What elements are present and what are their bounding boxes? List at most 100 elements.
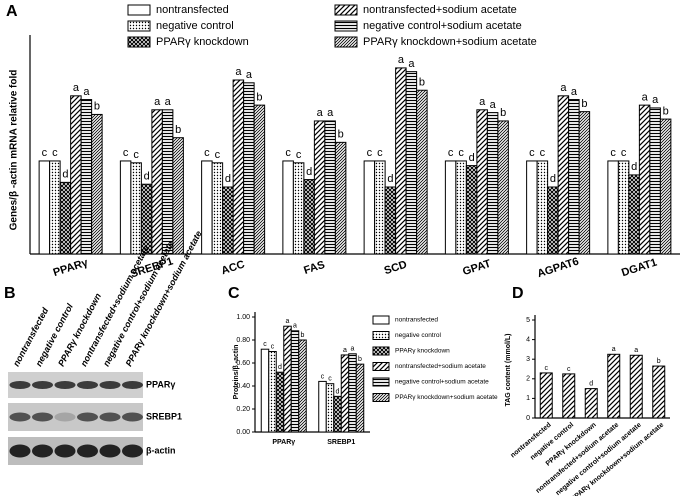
bar xyxy=(405,71,418,255)
bar xyxy=(557,95,570,255)
bar xyxy=(91,113,103,255)
bar xyxy=(486,112,499,255)
x-tick-label: AGPAT6 xyxy=(536,256,581,281)
significance-letter: b xyxy=(256,91,262,103)
significance-letter: c xyxy=(215,149,221,161)
significance-letter: b xyxy=(301,332,305,339)
significance-letter: c xyxy=(448,147,454,159)
bar xyxy=(275,371,285,433)
significance-letter: c xyxy=(42,147,48,159)
significance-letter: a xyxy=(154,96,161,108)
blot-band xyxy=(32,381,53,389)
bar xyxy=(584,388,598,419)
bar xyxy=(374,160,386,255)
blot-band xyxy=(77,412,98,422)
x-tick-label: SCD xyxy=(383,259,409,278)
significance-letter: c xyxy=(204,147,210,159)
bar xyxy=(151,109,163,255)
significance-letter: d xyxy=(225,173,231,185)
significance-letter: d xyxy=(278,364,282,371)
bar xyxy=(578,111,591,255)
legend-swatch xyxy=(372,331,390,340)
y-tick-label: 0.20 xyxy=(236,406,250,413)
y-tick-label: 0 xyxy=(526,415,530,422)
significance-letter: d xyxy=(306,166,312,178)
blot-band xyxy=(77,444,98,458)
significance-letter: c xyxy=(133,149,139,161)
significance-letter: c xyxy=(621,147,627,159)
legend-label: nontransfected+sodium acetate xyxy=(395,363,486,370)
panel-label: B xyxy=(4,285,16,302)
significance-letter: a xyxy=(83,86,90,98)
y-tick-label: 0.00 xyxy=(236,429,250,436)
y-tick-label: 5 xyxy=(526,317,530,324)
y-tick-label: 1 xyxy=(526,395,530,402)
x-tick-label: FAS xyxy=(302,259,326,277)
bar xyxy=(659,118,672,255)
bar xyxy=(119,160,132,255)
significance-letter: a xyxy=(317,107,324,119)
significance-letter: a xyxy=(642,91,649,103)
significance-letter: c xyxy=(285,147,291,159)
significance-letter: b xyxy=(657,358,661,365)
bar xyxy=(547,186,559,255)
bar xyxy=(568,99,580,255)
significance-letter: a xyxy=(343,347,347,354)
legend-swatch xyxy=(372,346,390,356)
blot-band xyxy=(32,412,53,422)
blot-band xyxy=(54,412,76,422)
blot-band xyxy=(122,381,143,389)
significance-letter: c xyxy=(328,376,332,383)
significance-letter: d xyxy=(631,161,637,173)
significance-letter: c xyxy=(367,147,373,159)
significance-letter: c xyxy=(123,147,129,159)
legend-swatch xyxy=(127,4,151,16)
blot-band xyxy=(9,381,31,389)
significance-letter: a xyxy=(235,66,242,78)
significance-letter: c xyxy=(271,343,275,350)
bar xyxy=(140,183,153,255)
bar xyxy=(363,160,376,255)
y-axis-label: TAG content (mmol/L) xyxy=(505,334,512,407)
y-axis-label: Genes/β -actin mRNA relative fold xyxy=(9,70,20,231)
legend-swatch xyxy=(127,36,151,48)
legend-label: PPARγ knockdown xyxy=(395,348,450,355)
y-tick-label: 0.40 xyxy=(236,383,250,390)
significance-letter: a xyxy=(490,99,497,111)
x-tick-label: SREBP1 xyxy=(327,439,355,446)
bar xyxy=(80,99,93,255)
significance-letter: a xyxy=(652,94,659,106)
bar xyxy=(649,107,661,255)
blot-band xyxy=(99,381,121,389)
significance-letter: a xyxy=(286,318,290,325)
significance-letter: d xyxy=(62,169,68,181)
x-tick-label: PPARγ xyxy=(272,439,295,446)
significance-letter: a xyxy=(165,96,172,108)
bar xyxy=(334,141,347,255)
significance-letter: a xyxy=(73,82,80,94)
bar xyxy=(282,160,294,255)
bar xyxy=(539,372,553,419)
bar xyxy=(313,120,326,255)
bar xyxy=(38,160,51,255)
bar xyxy=(232,79,245,255)
x-tick-label: ACC xyxy=(220,259,246,278)
blot-band xyxy=(54,381,76,389)
bar xyxy=(607,353,621,419)
bar xyxy=(562,373,576,419)
x-tick-label: GPAT xyxy=(461,258,492,278)
bar xyxy=(130,162,142,255)
blot-band xyxy=(32,444,53,458)
blot-band xyxy=(9,412,31,422)
significance-letter: d xyxy=(387,173,393,185)
bar xyxy=(172,137,184,255)
bar xyxy=(268,351,277,433)
blot-band xyxy=(9,444,31,458)
bar xyxy=(348,353,357,433)
bar xyxy=(444,160,457,255)
bar xyxy=(384,186,397,255)
significance-letter: a xyxy=(571,86,578,98)
legend-label: PPARγ knockdown xyxy=(156,36,249,48)
significance-letter: c xyxy=(458,147,464,159)
